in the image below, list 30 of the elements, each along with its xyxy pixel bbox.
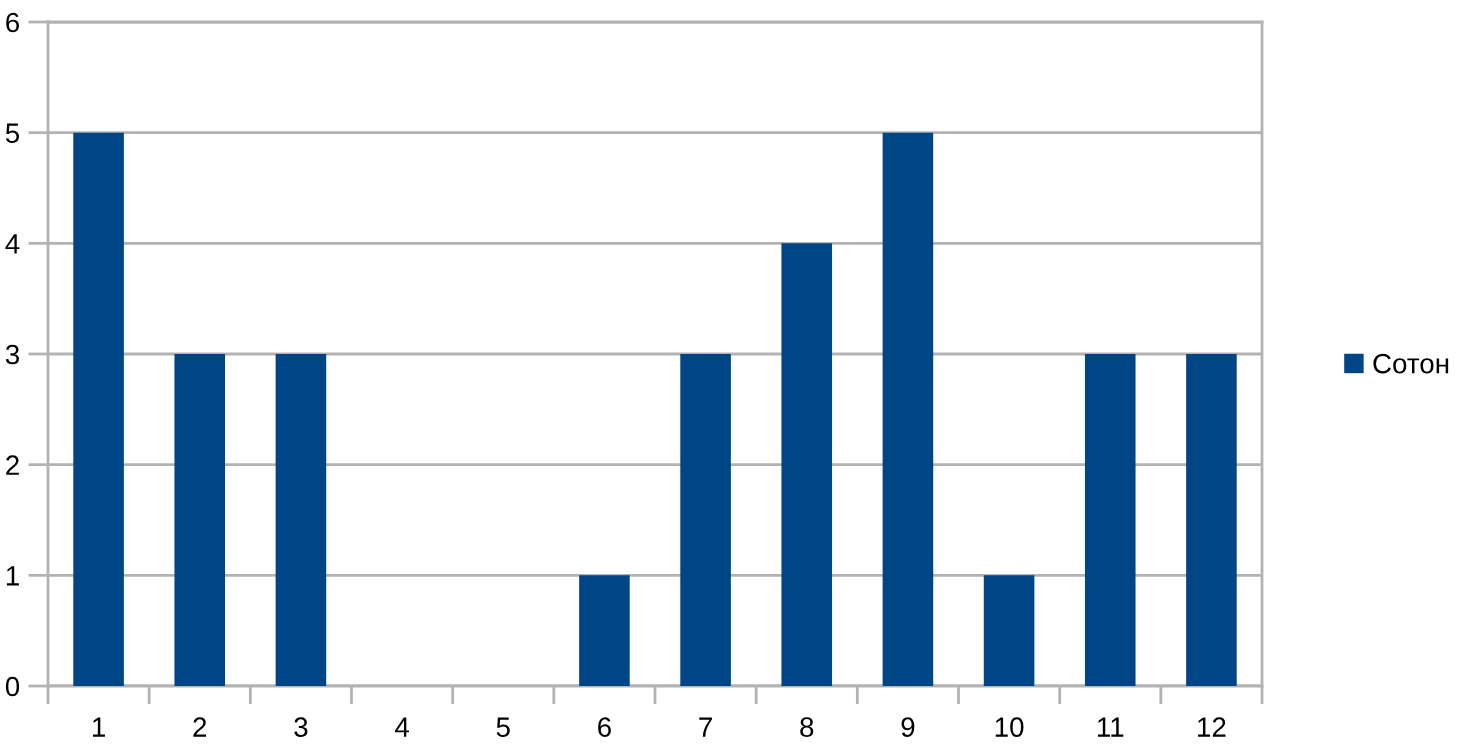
x-tick-label: 3 xyxy=(294,717,308,737)
bar xyxy=(882,132,934,686)
x-tick-label: 11 xyxy=(1097,717,1124,737)
y-tick-label: 4 xyxy=(5,234,20,254)
x-tick-label: 1 xyxy=(92,717,105,737)
y-tick-label: 1 xyxy=(6,566,19,586)
x-tick-label: 6 xyxy=(598,717,611,737)
bar xyxy=(680,354,731,686)
y-tick-label: 0 xyxy=(5,676,20,697)
bar xyxy=(579,575,630,686)
x-tick-label: 5 xyxy=(496,717,510,737)
y-tick-label: 6 xyxy=(6,12,19,33)
y-tick-label: 2 xyxy=(6,455,19,475)
x-tick-label: 8 xyxy=(800,717,814,737)
bar xyxy=(174,354,226,686)
legend-label: Сотон xyxy=(1373,353,1449,374)
x-tick-label: 4 xyxy=(395,717,409,737)
bar xyxy=(781,243,833,686)
x-tick-label: 10 xyxy=(995,717,1024,737)
x-tick-label: 7 xyxy=(699,717,712,737)
x-tick-label: 12 xyxy=(1198,717,1226,737)
bar xyxy=(275,354,327,686)
bar xyxy=(1084,354,1136,686)
x-tick-label: 9 xyxy=(901,717,915,737)
bar xyxy=(73,132,124,686)
x-tick-label: 2 xyxy=(193,717,207,737)
y-tick-label: 5 xyxy=(5,123,20,144)
y-tick-label: 3 xyxy=(5,344,19,365)
bar xyxy=(1186,354,1237,686)
bar xyxy=(983,575,1035,686)
